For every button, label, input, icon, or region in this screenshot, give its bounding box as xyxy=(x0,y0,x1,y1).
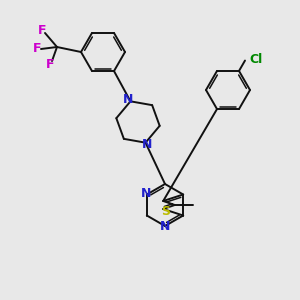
Text: F: F xyxy=(38,25,46,38)
Text: S: S xyxy=(161,205,170,218)
Text: N: N xyxy=(123,93,134,106)
Text: F: F xyxy=(46,58,54,70)
Text: N: N xyxy=(160,220,170,233)
Text: F: F xyxy=(33,43,41,56)
Text: N: N xyxy=(142,138,153,151)
Text: N: N xyxy=(141,187,151,200)
Text: Cl: Cl xyxy=(249,53,262,66)
